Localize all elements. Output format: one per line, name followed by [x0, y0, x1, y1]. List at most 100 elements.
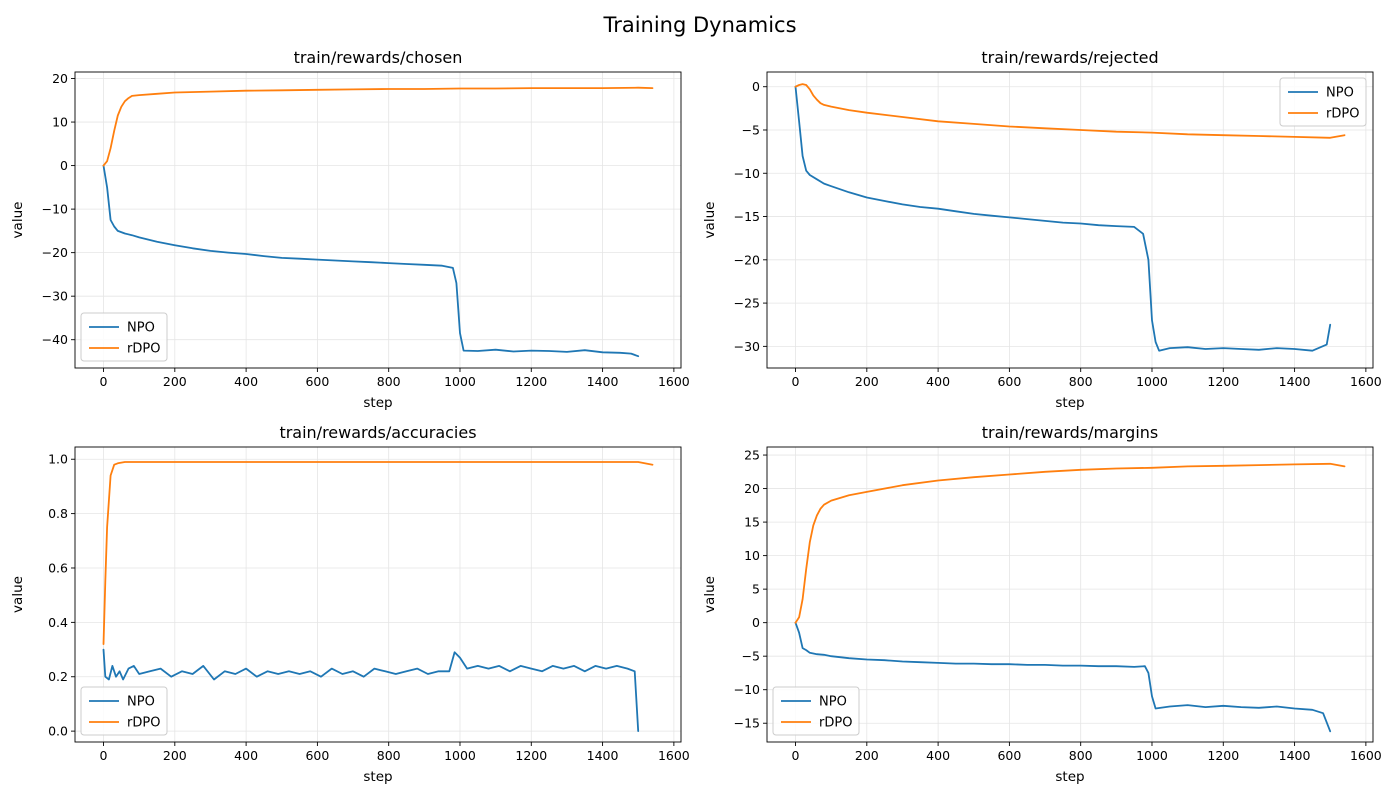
figure-title: Training Dynamics	[602, 13, 796, 37]
y-tick-label: 20	[52, 71, 68, 86]
x-tick-label: 1600	[658, 374, 690, 389]
x-tick-label: 200	[855, 374, 879, 389]
y-axis-label: value	[10, 202, 26, 239]
x-axis-label: step	[1055, 395, 1084, 411]
x-axis-label: step	[363, 769, 392, 785]
x-tick-label: 0	[792, 748, 800, 763]
x-tick-label: 1200	[515, 748, 547, 763]
legend: NPO rDPO	[80, 686, 168, 736]
x-tick-label: 0	[792, 374, 800, 389]
x-tick-label: 800	[377, 374, 401, 389]
y-tick-label: 0.8	[48, 506, 68, 521]
x-tick-label: 200	[855, 748, 879, 763]
legend-box	[1279, 77, 1367, 127]
legend: NPO rDPO	[772, 686, 860, 736]
y-tick-label: 1.0	[48, 452, 68, 467]
x-tick-label: 600	[997, 748, 1021, 763]
subplot-2: 0 200 400 600 800 1000 1200 1400 1600 0 −5 −10 −15 −2…	[702, 48, 1382, 411]
y-tick-label: −15	[734, 716, 760, 731]
x-tick-label: 1600	[658, 748, 690, 763]
y-tick-label: 0.2	[48, 669, 68, 684]
x-tick-label: 1600	[1350, 748, 1382, 763]
y-tick-label: −25	[734, 296, 760, 311]
legend: NPO rDPO	[1279, 77, 1367, 127]
subplot-3: 0 200 400 600 800 1000 1200 1400 1600 1.0 0.8 0.6 0.…	[10, 423, 690, 785]
y-tick-label: −15	[734, 209, 760, 224]
x-tick-label: 1600	[1350, 374, 1382, 389]
y-tick-label: −5	[742, 649, 760, 664]
x-tick-label: 400	[926, 374, 950, 389]
subplot-1: 0 200 400 600 800 1000 1200 1400 1600 20 10 0 −10 −20…	[10, 48, 690, 411]
y-tick-label: −20	[734, 252, 760, 267]
y-tick-label: −40	[42, 332, 68, 347]
y-tick-label: 0.6	[48, 560, 68, 575]
series-line-rdpo	[794, 83, 1346, 139]
legend-box	[80, 312, 168, 362]
subplot-title: train/rewards/rejected	[981, 48, 1158, 67]
x-tick-label: 1000	[1136, 748, 1168, 763]
x-tick-label: 600	[305, 374, 329, 389]
plot-frame	[766, 71, 1374, 369]
y-tick-label: 10	[52, 115, 68, 130]
y-axis-label: value	[702, 202, 718, 239]
series-line-rdpo	[102, 86, 654, 167]
y-tick-label: 20	[744, 481, 760, 496]
x-tick-label: 1400	[1279, 374, 1311, 389]
legend-box	[80, 686, 168, 736]
x-tick-label: 600	[997, 374, 1021, 389]
x-tick-label: 200	[163, 374, 187, 389]
y-tick-label: 5	[752, 582, 760, 597]
x-tick-label: 1200	[1207, 748, 1239, 763]
x-tick-label: 1400	[1279, 748, 1311, 763]
y-tick-label: 0	[752, 79, 760, 94]
subplot-title: train/rewards/margins	[982, 423, 1159, 442]
plot-frame	[766, 446, 1374, 743]
legend-label: NPO	[127, 695, 155, 710]
y-tick-label: −10	[734, 682, 760, 697]
y-axis-label: value	[702, 576, 718, 613]
y-axis-label: value	[10, 576, 26, 613]
x-tick-label: 1000	[444, 748, 476, 763]
y-tick-label: −10	[42, 202, 68, 217]
y-tick-label: −30	[42, 289, 68, 304]
series-line-rdpo	[102, 461, 654, 645]
y-tick-label: 15	[744, 515, 760, 530]
x-tick-label: 1200	[1207, 374, 1239, 389]
x-axis-label: step	[1055, 769, 1084, 785]
legend: NPO rDPO	[80, 312, 168, 362]
x-tick-label: 400	[926, 748, 950, 763]
x-axis-label: step	[363, 395, 392, 411]
y-tick-label: −30	[734, 339, 760, 354]
x-tick-label: 0	[100, 374, 108, 389]
subplot-title: train/rewards/chosen	[294, 48, 463, 67]
y-tick-label: 25	[744, 448, 760, 463]
grid	[75, 72, 681, 368]
x-tick-label: 1000	[1136, 374, 1168, 389]
series-line-npo	[794, 85, 1332, 352]
legend-label: rDPO	[1326, 107, 1359, 122]
legend-label: NPO	[819, 695, 847, 710]
series-line-npo	[102, 164, 640, 358]
grid	[75, 447, 681, 742]
x-tick-label: 400	[234, 374, 258, 389]
x-tick-label: 1400	[587, 748, 619, 763]
legend-label: NPO	[127, 321, 155, 336]
x-tick-label: 600	[305, 748, 329, 763]
y-tick-label: −20	[42, 245, 68, 260]
legend-box	[772, 686, 860, 736]
x-tick-label: 800	[1069, 748, 1093, 763]
legend-label: rDPO	[127, 716, 160, 731]
series-line-rdpo	[794, 462, 1346, 624]
y-tick-label: 0	[60, 158, 68, 173]
plot-frame	[74, 71, 682, 369]
series-line-npo	[102, 648, 640, 732]
x-tick-label: 200	[163, 748, 187, 763]
subplot-4: 0 200 400 600 800 1000 1200 1400 1600 25 20 15 10 5 0 −…	[702, 423, 1382, 785]
y-tick-label: 0	[752, 615, 760, 630]
y-tick-label: −10	[734, 166, 760, 181]
grid	[767, 447, 1373, 742]
x-tick-label: 0	[100, 748, 108, 763]
x-tick-label: 800	[1069, 374, 1093, 389]
x-tick-label: 1400	[587, 374, 619, 389]
